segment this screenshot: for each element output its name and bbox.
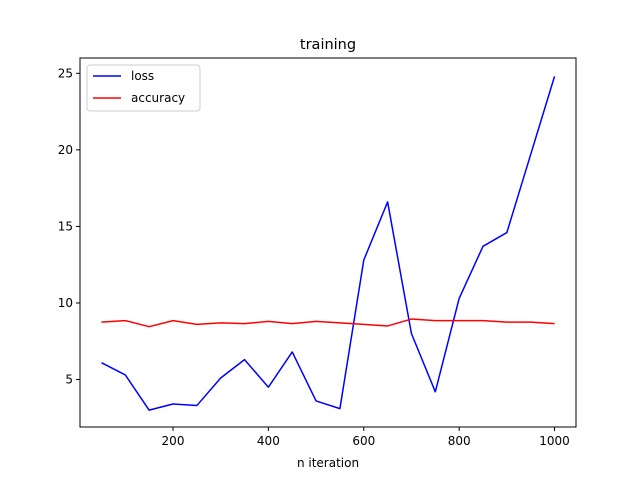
y-tick-label-20: 20 [58,143,73,157]
legend-label-accuracy: accuracy [131,91,185,105]
x-tick-label-1000: 1000 [539,434,570,448]
x-tick-label-600: 600 [352,434,375,448]
y-tick-label-5: 5 [65,373,73,387]
x-tick-label-400: 400 [257,434,280,448]
series-layer [101,76,556,411]
x-tick-label-800: 800 [448,434,471,448]
series-line-loss [101,76,556,411]
y-tick-label-15: 15 [58,219,73,233]
legend: loss accuracy [86,64,201,112]
y-tick-label-25: 25 [58,66,73,80]
ticks-layer: 200 400 600 800 1000 5 10 15 20 25 [58,66,570,448]
legend-label-loss: loss [131,69,154,83]
x-tick-label-200: 200 [162,434,185,448]
y-tick-label-10: 10 [58,296,73,310]
plot-frame [79,57,577,428]
chart-title: training [300,37,356,53]
x-axis-label: n iteration [297,456,359,470]
series-line-accuracy [101,318,555,328]
